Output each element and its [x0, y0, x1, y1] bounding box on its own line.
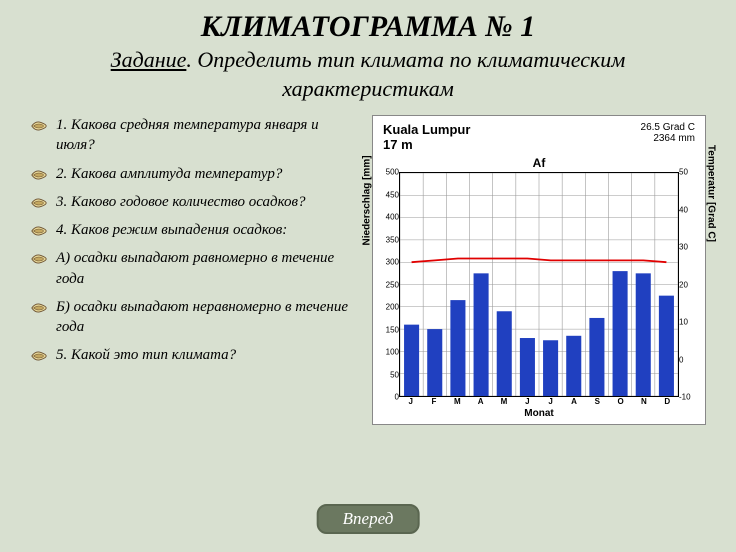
- leaf-bullet-icon: [30, 223, 48, 239]
- chart-location: Kuala Lumpur: [383, 122, 470, 137]
- y-tick-right: 20: [679, 280, 688, 289]
- question-item: 5. Какой это тип климата?: [30, 345, 360, 365]
- subtitle-underlined: Задание: [111, 47, 187, 72]
- subtitle-rest: . Определить тип климата по климатически…: [186, 47, 625, 101]
- y-axis-left: Niederschlag [mm] 0501001502002503003504…: [377, 172, 399, 397]
- y-tick-right: 10: [679, 318, 688, 327]
- x-tick: O: [609, 397, 632, 406]
- y-tick-left: 200: [386, 303, 399, 312]
- y-axis-right: Temperatur [Grad C] -1001020304050: [679, 172, 701, 397]
- x-tick: S: [586, 397, 609, 406]
- content-row: 1. Какова средняя температура января и и…: [30, 115, 706, 425]
- question-item: 3. Каково годовое количество осадков?: [30, 192, 360, 212]
- question-text: 3. Каково годовое количество осадков?: [56, 192, 306, 212]
- leaf-bullet-icon: [30, 167, 48, 183]
- x-tick: N: [632, 397, 655, 406]
- chart-stats: 26.5 Grad C 2364 mm: [641, 122, 695, 152]
- question-item: 4. Каков режим выпадения осадков:: [30, 220, 360, 240]
- question-text: 2. Какова амплитуда температур?: [56, 164, 282, 184]
- question-text: 4. Каков режим выпадения осадков:: [56, 220, 287, 240]
- x-tick: J: [539, 397, 562, 406]
- chart-avg-temp: 26.5 Grad C: [641, 122, 695, 133]
- y-tick-right: 40: [679, 205, 688, 214]
- chart-svg: [400, 173, 678, 396]
- x-tick: F: [422, 397, 445, 406]
- y-tick-left: 150: [386, 325, 399, 334]
- question-item: Б) осадки выпадают неравномерно в течени…: [30, 297, 360, 338]
- question-item: 1. Какова средняя температура января и и…: [30, 115, 360, 156]
- x-tick: J: [516, 397, 539, 406]
- x-tick: M: [446, 397, 469, 406]
- y-label-left: Niederschlag [mm]: [362, 155, 373, 245]
- y-tick-left: 300: [386, 258, 399, 267]
- chart-elevation: 17 m: [383, 137, 470, 152]
- question-text: А) осадки выпадают равномерно в течение …: [56, 248, 360, 289]
- y-tick-right: 0: [679, 355, 683, 364]
- plot-area: [399, 172, 679, 397]
- y-tick-left: 50: [390, 370, 399, 379]
- question-item: А) осадки выпадают равномерно в течение …: [30, 248, 360, 289]
- chart-annual-precip: 2364 mm: [641, 133, 695, 144]
- question-text: 5. Какой это тип климата?: [56, 345, 236, 365]
- chart-koppen: Af: [377, 156, 701, 170]
- chart-location-block: Kuala Lumpur 17 m: [383, 122, 470, 152]
- slide-title: КЛИМАТОГРАММА № 1: [30, 10, 706, 44]
- y-tick-left: 400: [386, 213, 399, 222]
- y-tick-left: 450: [386, 190, 399, 199]
- question-item: 2. Какова амплитуда температур?: [30, 164, 360, 184]
- leaf-bullet-icon: [30, 300, 48, 316]
- y-label-right: Temperatur [Grad C]: [706, 145, 717, 242]
- slide: КЛИМАТОГРАММА № 1 Задание. Определить ти…: [0, 0, 736, 552]
- y-tick-left: 500: [386, 168, 399, 177]
- x-tick: M: [492, 397, 515, 406]
- slide-subtitle: Задание. Определить тип климата по клима…: [30, 46, 706, 103]
- questions-list: 1. Какова средняя температура января и и…: [30, 115, 360, 425]
- x-tick: A: [469, 397, 492, 406]
- x-tick: A: [562, 397, 585, 406]
- y-tick-right: 50: [679, 168, 688, 177]
- question-text: Б) осадки выпадают неравномерно в течени…: [56, 297, 360, 338]
- forward-button[interactable]: Вперед: [317, 504, 420, 534]
- y-tick-left: 250: [386, 280, 399, 289]
- y-tick-right: -10: [679, 393, 691, 402]
- x-label: Monat: [377, 408, 701, 419]
- y-tick-left: 100: [386, 348, 399, 357]
- y-tick-left: 350: [386, 235, 399, 244]
- question-text: 1. Какова средняя температура января и и…: [56, 115, 360, 156]
- leaf-bullet-icon: [30, 118, 48, 134]
- x-tick: D: [656, 397, 679, 406]
- leaf-bullet-icon: [30, 195, 48, 211]
- leaf-bullet-icon: [30, 348, 48, 364]
- chart-header: Kuala Lumpur 17 m 26.5 Grad C 2364 mm: [377, 122, 701, 152]
- y-tick-right: 30: [679, 243, 688, 252]
- climate-chart-panel: Kuala Lumpur 17 m 26.5 Grad C 2364 mm Af…: [372, 115, 706, 425]
- plot-wrap: Niederschlag [mm] 0501001502002503003504…: [377, 172, 701, 397]
- x-tick: J: [399, 397, 422, 406]
- leaf-bullet-icon: [30, 251, 48, 267]
- x-axis: JFMAMJJASOND: [399, 397, 679, 406]
